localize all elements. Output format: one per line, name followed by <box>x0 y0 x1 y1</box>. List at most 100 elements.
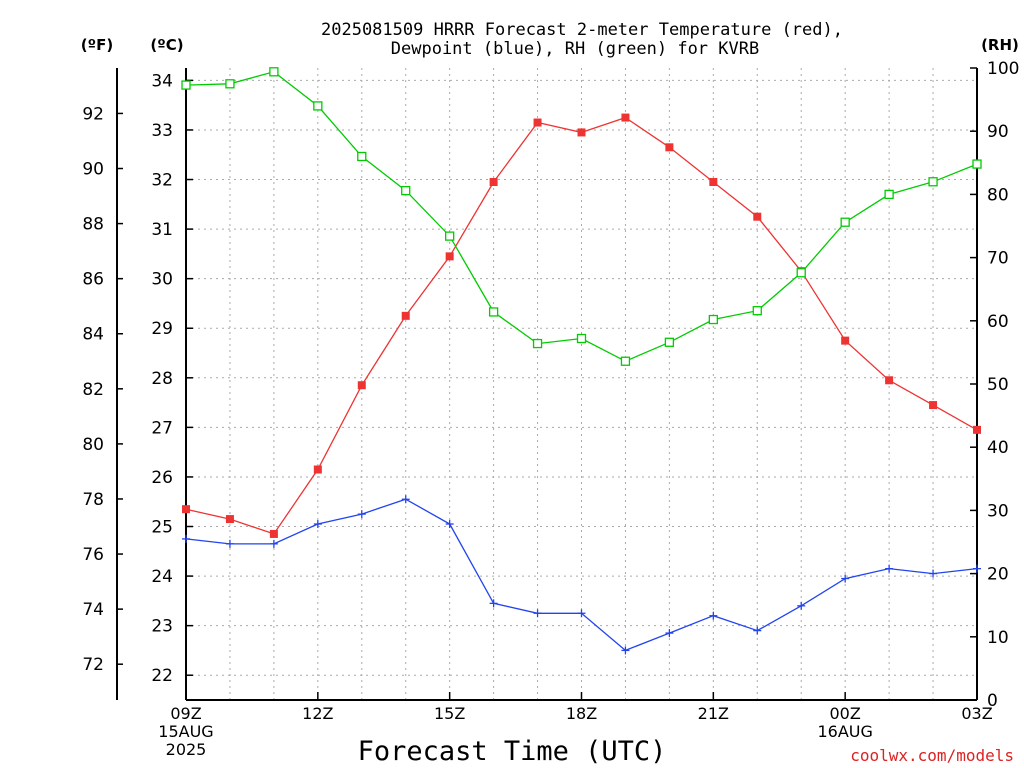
dewpoint-point <box>577 609 586 618</box>
fahrenheit-tick-label: 72 <box>82 655 104 675</box>
rh-point <box>225 79 235 89</box>
fahrenheit-tick-label: 90 <box>82 160 104 180</box>
grid-layer <box>186 68 977 700</box>
dewpoint-point <box>357 510 366 519</box>
fahrenheit-tick-label: 82 <box>82 380 104 400</box>
fahrenheit-tick-label: 76 <box>82 545 104 565</box>
fahrenheit-tick-label: 86 <box>82 270 104 290</box>
dewpoint-point <box>929 569 938 578</box>
rh-tick-label: 40 <box>987 438 1009 458</box>
celsius-tick-label: 25 <box>151 518 173 538</box>
temperature-point <box>269 529 278 538</box>
x-axis-title: Forecast Time (UTC) <box>358 736 667 767</box>
rh-point <box>840 217 850 227</box>
fahrenheit-tick-label: 84 <box>82 325 104 345</box>
celsius-tick-label: 26 <box>151 468 173 488</box>
dewpoint-point <box>445 520 454 529</box>
rh-point <box>620 356 631 366</box>
temperature-point <box>929 401 938 410</box>
dewpoint-point <box>841 574 850 583</box>
rh-point <box>532 338 543 349</box>
rh-tick-label: 10 <box>987 628 1009 648</box>
axes-layer: 22 23 24 25 26 27 28 29 30 31 32 33 34 72 74 76 78 80 82 84… <box>82 59 1019 711</box>
x-tick-label: 15Z <box>434 704 465 723</box>
fahrenheit-tick-label: 88 <box>82 215 104 235</box>
x-tick-label: 15AUG <box>158 722 213 741</box>
x-tick-label: 18Z <box>566 704 597 723</box>
celsius-tick-label: 34 <box>151 71 173 91</box>
rh-point <box>269 67 279 77</box>
credit-text: coolwx.com/models <box>850 746 1014 765</box>
fahrenheit-tick-label: 92 <box>82 104 104 124</box>
dewpoint-point <box>489 599 498 608</box>
celsius-tick-label: 31 <box>151 220 173 240</box>
fahrenheit-tick-label: 80 <box>82 435 104 455</box>
rh-point <box>576 333 587 344</box>
temperature-point <box>577 128 586 137</box>
celsius-tick-label: 30 <box>151 270 173 290</box>
temperature-point <box>973 425 981 434</box>
dewpoint-point <box>797 601 806 610</box>
rh-point <box>313 101 323 111</box>
temperature-point <box>665 143 674 152</box>
rh-point <box>401 185 411 196</box>
dewpoint-point <box>269 539 278 548</box>
x-tick-label: 2025 <box>166 740 207 759</box>
rh-tick-label: 60 <box>987 312 1009 332</box>
temperature-point <box>182 505 190 514</box>
dewpoint-point <box>313 520 322 529</box>
temperature-point <box>621 113 630 122</box>
x-tick-label: 16AUG <box>817 722 872 741</box>
dewpoint-point <box>973 564 981 573</box>
rh-point <box>357 151 367 162</box>
rh-unit-label: (RH) <box>981 36 1019 54</box>
fahrenheit-unit-label: (ºF) <box>81 36 113 54</box>
x-tick-label: 09Z <box>170 704 201 723</box>
x-tick-label: 21Z <box>698 704 729 723</box>
temperature-point <box>445 252 454 261</box>
dewpoint-point <box>225 539 234 548</box>
rh-point <box>884 189 894 200</box>
celsius-tick-label: 29 <box>151 319 173 339</box>
dewpoint-point <box>621 646 630 655</box>
temperature-point <box>885 376 894 385</box>
fahrenheit-tick-label: 74 <box>82 600 104 620</box>
temperature-point <box>357 381 366 390</box>
rh-point <box>664 337 675 347</box>
rh-point <box>445 231 455 241</box>
celsius-tick-label: 32 <box>151 171 173 191</box>
temperature-point <box>225 515 234 524</box>
rh-line <box>185 71 978 362</box>
rh-tick-label: 50 <box>987 375 1009 395</box>
temperature-point <box>313 465 322 474</box>
rh-tick-label: 20 <box>987 565 1009 585</box>
dewpoint-point <box>665 629 674 638</box>
dewpoint-point <box>753 626 762 635</box>
celsius-unit-label: (ºC) <box>150 36 183 54</box>
rh-point <box>928 177 938 187</box>
x-tick-label: 12Z <box>302 704 333 723</box>
chart-title-line1: 2025081509 HRRR Forecast 2-meter Tempera… <box>321 20 843 40</box>
rh-tick-label: 100 <box>987 59 1019 79</box>
dewpoint-point <box>182 534 190 543</box>
temperature-point <box>533 118 542 127</box>
dewpoint-point <box>709 611 718 620</box>
dewpoint-point <box>885 564 894 573</box>
rh-point <box>181 80 191 90</box>
rh-tick-label: 70 <box>987 249 1009 269</box>
celsius-tick-label: 22 <box>151 666 173 686</box>
series-layer <box>181 67 982 655</box>
temperature-point <box>709 178 718 187</box>
temperature-point <box>841 336 850 345</box>
rh-point <box>708 314 718 325</box>
dewpoint-point <box>533 609 542 618</box>
celsius-tick-label: 28 <box>151 369 173 389</box>
rh-point <box>752 306 762 316</box>
dewpoint-point <box>401 495 410 504</box>
x-tick-label: 00Z <box>830 704 861 723</box>
celsius-tick-label: 27 <box>151 418 173 438</box>
temperature-point <box>401 311 410 320</box>
rh-tick-label: 30 <box>987 501 1009 521</box>
